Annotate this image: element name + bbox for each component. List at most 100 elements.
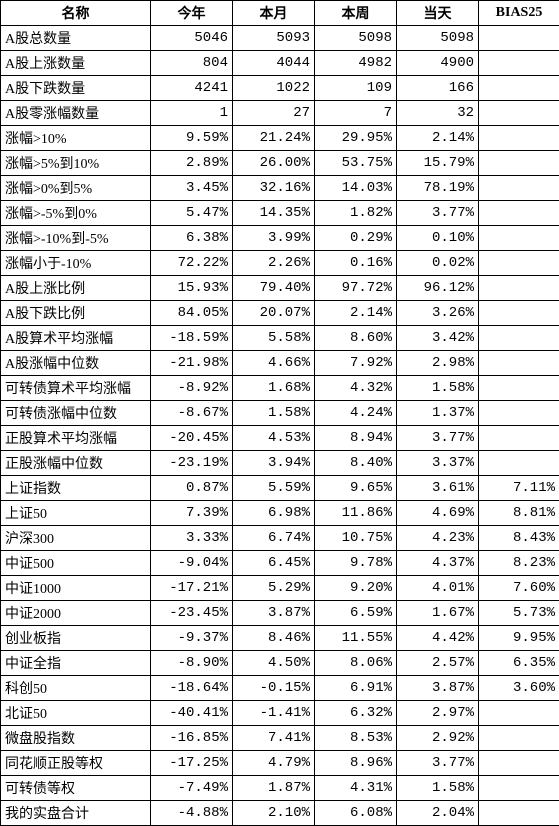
cell-day: 3.77% [397,201,479,226]
cell-year: 804 [151,51,233,76]
cell-month: 26.00% [233,151,315,176]
cell-week: 6.32% [315,701,397,726]
cell-month: 1.87% [233,776,315,801]
table-row: A股上涨比例15.93%79.40%97.72%96.12% [1,276,559,301]
cell-week: 6.59% [315,601,397,626]
table-row: 微盘股指数-16.85%7.41%8.53%2.92% [1,726,559,751]
col-year: 今年 [151,1,233,26]
cell-bias25 [479,776,559,801]
cell-week: 1.82% [315,201,397,226]
table-row: 涨幅>-5%到0%5.47%14.35%1.82%3.77% [1,201,559,226]
cell-bias25 [479,26,559,51]
cell-month: 5093 [233,26,315,51]
cell-bias25: 9.95% [479,626,559,651]
table-row: A股算术平均涨幅-18.59%5.58%8.60%3.42% [1,326,559,351]
cell-week: 29.95% [315,126,397,151]
cell-bias25 [479,701,559,726]
cell-week: 7 [315,101,397,126]
cell-day: 4.01% [397,576,479,601]
cell-name: 上证50 [1,501,151,526]
cell-name: 涨幅>5%到10% [1,151,151,176]
cell-week: 11.86% [315,501,397,526]
cell-bias25 [479,801,559,826]
cell-day: 1.58% [397,376,479,401]
cell-name: 涨幅小于-10% [1,251,151,276]
cell-name: 涨幅>10% [1,126,151,151]
cell-name: 中证500 [1,551,151,576]
cell-day: 5098 [397,26,479,51]
cell-year: 0.87% [151,476,233,501]
table-row: A股下跌比例84.05%20.07%2.14%3.26% [1,301,559,326]
table-row: 可转债等权-7.49%1.87%4.31%1.58% [1,776,559,801]
table-row: 我的实盘合计-4.88%2.10%6.08%2.04% [1,801,559,826]
cell-year: 9.59% [151,126,233,151]
cell-month: 3.99% [233,226,315,251]
cell-day: 78.19% [397,176,479,201]
col-day: 当天 [397,1,479,26]
cell-year: -18.59% [151,326,233,351]
cell-month: 7.41% [233,726,315,751]
cell-year: 3.33% [151,526,233,551]
table-row: 中证2000-23.45%3.87%6.59%1.67%5.73% [1,601,559,626]
table-row: 可转债涨幅中位数-8.67%1.58%4.24%1.37% [1,401,559,426]
cell-month: 6.98% [233,501,315,526]
cell-bias25 [479,276,559,301]
cell-day: 3.77% [397,751,479,776]
cell-day: 2.04% [397,801,479,826]
col-month: 本月 [233,1,315,26]
cell-week: 8.94% [315,426,397,451]
cell-year: -23.19% [151,451,233,476]
cell-name: 微盘股指数 [1,726,151,751]
cell-year: -16.85% [151,726,233,751]
cell-bias25 [479,401,559,426]
table-row: 中证500-9.04%6.45%9.78%4.37%8.23% [1,551,559,576]
cell-bias25 [479,201,559,226]
cell-name: A股下跌数量 [1,76,151,101]
cell-name: 沪深300 [1,526,151,551]
cell-week: 4.31% [315,776,397,801]
cell-month: 1.58% [233,401,315,426]
cell-name: 中证1000 [1,576,151,601]
table-row: 涨幅小于-10%72.22%2.26%0.16%0.02% [1,251,559,276]
cell-week: 6.91% [315,676,397,701]
cell-day: 4900 [397,51,479,76]
cell-bias25 [479,126,559,151]
cell-year: -17.25% [151,751,233,776]
cell-name: 北证50 [1,701,151,726]
cell-day: 1.67% [397,601,479,626]
table-row: 同花顺正股等权-17.25%4.79%8.96%3.77% [1,751,559,776]
cell-name: A股上涨比例 [1,276,151,301]
cell-month: 4.53% [233,426,315,451]
col-week: 本周 [315,1,397,26]
cell-month: 32.16% [233,176,315,201]
cell-week: 109 [315,76,397,101]
cell-week: 10.75% [315,526,397,551]
cell-name: 中证2000 [1,601,151,626]
cell-name: 可转债算术平均涨幅 [1,376,151,401]
table-row: A股涨幅中位数-21.98%4.66%7.92%2.98% [1,351,559,376]
cell-week: 8.53% [315,726,397,751]
cell-day: 2.97% [397,701,479,726]
cell-name: A股下跌比例 [1,301,151,326]
cell-bias25: 5.73% [479,601,559,626]
table-row: A股总数量5046509350985098 [1,26,559,51]
cell-year: -17.21% [151,576,233,601]
cell-year: 5046 [151,26,233,51]
cell-bias25 [479,176,559,201]
cell-month: 27 [233,101,315,126]
cell-bias25 [479,226,559,251]
cell-day: 2.98% [397,351,479,376]
cell-name: 可转债涨幅中位数 [1,401,151,426]
cell-day: 15.79% [397,151,479,176]
cell-month: 4.66% [233,351,315,376]
cell-year: 84.05% [151,301,233,326]
cell-bias25 [479,426,559,451]
cell-year: 15.93% [151,276,233,301]
table-row: 沪深3003.33%6.74%10.75%4.23%8.43% [1,526,559,551]
cell-week: 4.32% [315,376,397,401]
table-row: 中证全指-8.90%4.50%8.06%2.57%6.35% [1,651,559,676]
cell-bias25 [479,101,559,126]
cell-month: 4.79% [233,751,315,776]
cell-day: 3.61% [397,476,479,501]
cell-week: 9.78% [315,551,397,576]
